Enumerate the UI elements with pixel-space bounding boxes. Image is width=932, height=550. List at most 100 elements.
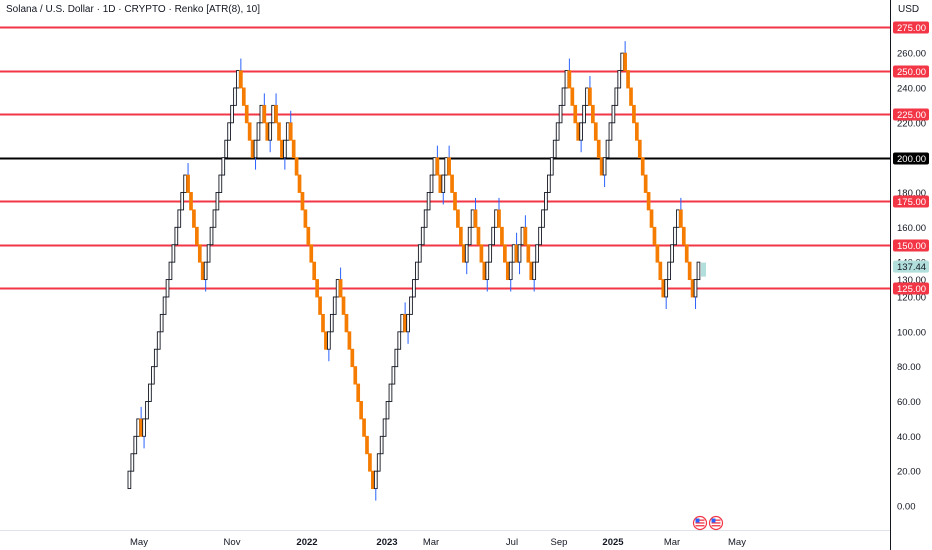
time-tick-label: Jul xyxy=(506,537,518,548)
renko-brick-up xyxy=(397,331,402,350)
renko-brick-up xyxy=(676,209,680,228)
price-tick-label: 100.00 xyxy=(897,327,926,338)
horizontal-levels xyxy=(0,26,890,290)
renko-brick-up xyxy=(256,122,261,141)
renko-brick-up xyxy=(379,435,384,455)
level-badge xyxy=(893,108,929,121)
renko-brick-up xyxy=(227,122,231,141)
renko-brick-up xyxy=(218,174,223,193)
renko-brick-down xyxy=(362,418,366,437)
renko-brick-down xyxy=(526,244,531,263)
renko-brick-up xyxy=(215,192,220,211)
renko-brick-down xyxy=(341,296,346,315)
time-tick-label: May xyxy=(130,537,148,548)
renko-brick-down xyxy=(277,122,281,141)
renko-brick-up xyxy=(236,70,240,89)
renko-brick-up xyxy=(549,157,554,176)
renko-brick-up xyxy=(693,279,698,298)
renko-brick-up xyxy=(538,226,542,246)
renko-brick-up xyxy=(485,261,490,281)
renko-brick-down xyxy=(591,104,595,124)
renko-brick-up xyxy=(373,470,378,490)
renko-brick-up xyxy=(467,226,472,246)
renko-brick-up xyxy=(271,104,275,124)
renko-brick-up xyxy=(177,209,182,228)
renko-brick-up xyxy=(508,261,513,281)
renko-brick-down xyxy=(438,174,443,193)
renko-brick-down xyxy=(280,139,284,159)
renko-brick-up xyxy=(180,192,185,211)
level-badge xyxy=(893,239,929,252)
renko-brick-up xyxy=(159,313,164,333)
renko-brick-down xyxy=(658,261,663,281)
renko-brick-down xyxy=(189,192,193,211)
renko-brick-down xyxy=(479,244,484,263)
level-badge-label: 175.00 xyxy=(897,197,926,208)
renko-brick-down xyxy=(588,87,592,106)
renko-brick-down xyxy=(655,244,660,263)
renko-brick-down xyxy=(309,244,314,263)
renko-brick-down xyxy=(321,313,325,333)
renko-brick-up xyxy=(561,87,566,106)
level-badge-label: 150.00 xyxy=(897,241,926,252)
renko-brick-up xyxy=(494,209,498,228)
price-tick-label: 80.00 xyxy=(897,362,921,373)
renko-brick-up xyxy=(127,470,132,490)
renko-brick-up xyxy=(579,122,583,141)
renko-brick-up xyxy=(162,296,167,315)
price-tick-label: 20.00 xyxy=(897,467,921,478)
time-tick-label: 2022 xyxy=(296,537,317,548)
renko-brick-up xyxy=(520,226,525,246)
renko-brick-down xyxy=(350,348,355,368)
renko-brick-up xyxy=(602,157,607,176)
renko-brick-down xyxy=(239,70,243,89)
renko-brick-down xyxy=(456,209,460,228)
us-flag-icon[interactable] xyxy=(708,515,724,531)
renko-brick-up xyxy=(517,244,522,263)
renko-brick-up xyxy=(544,192,548,211)
renko-brick-up xyxy=(585,87,589,106)
renko-brick-down xyxy=(262,104,267,124)
renko-brick-down xyxy=(635,122,639,141)
us-flag-icon[interactable] xyxy=(692,515,708,531)
time-tick-label: Nov xyxy=(224,537,241,548)
time-tick-label: 2025 xyxy=(602,537,624,548)
renko-brick-up xyxy=(259,104,264,124)
renko-brick-up xyxy=(582,104,586,124)
level-badge-label: 200.00 xyxy=(897,154,926,165)
renko-brick-up xyxy=(429,174,434,193)
renko-brick-up xyxy=(412,279,416,298)
renko-brick-up xyxy=(552,139,557,159)
renko-brick-down xyxy=(687,261,692,281)
renko-brick-down xyxy=(288,122,293,141)
price-tick-label: 0.00 xyxy=(897,502,916,513)
renko-brick-up xyxy=(670,244,674,263)
renko-brick-down xyxy=(197,244,202,263)
level-badge xyxy=(893,282,929,295)
renko-brick-down xyxy=(435,157,440,176)
renko-brick-down xyxy=(514,244,519,263)
renko-brick-down xyxy=(661,279,666,298)
renko-brick-up xyxy=(165,279,170,298)
renko-brick-down xyxy=(632,104,636,124)
renko-brick-down xyxy=(359,401,363,420)
renko-brick-up xyxy=(423,209,428,228)
renko-brick-down xyxy=(643,174,648,193)
renko-brick-up xyxy=(130,453,135,472)
renko-brick-down xyxy=(576,122,581,141)
renko-brick-up xyxy=(426,192,431,211)
renko-brick-up xyxy=(611,104,616,124)
renko-brick-down xyxy=(318,296,322,315)
renko-brick-up xyxy=(696,261,701,281)
renko-brick-down xyxy=(593,122,598,141)
price-tick-label: 260.00 xyxy=(897,49,926,60)
renko-brick-down xyxy=(265,122,270,141)
renko-brick-up xyxy=(156,331,161,350)
level-badges: 275.00 250.00 225.00 200.00 175.00 150.00 125.… xyxy=(701,21,929,295)
renko-brick-down xyxy=(347,331,352,350)
renko-brick-down xyxy=(294,157,299,176)
renko-brick-up xyxy=(532,261,537,281)
renko-brick-down xyxy=(356,383,361,402)
